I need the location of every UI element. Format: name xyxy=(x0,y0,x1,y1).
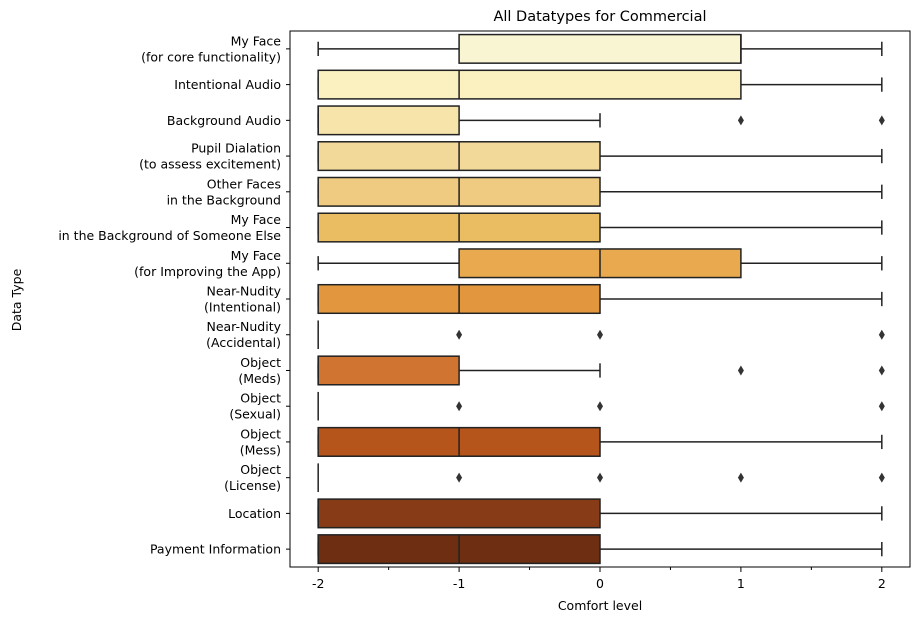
y-tick-label: Object (Meds) xyxy=(238,355,281,386)
box-group-1 xyxy=(317,69,883,100)
box-group-5 xyxy=(317,212,883,243)
y-tick-label: My Face (for core functionality) xyxy=(141,33,281,64)
box-group-3 xyxy=(317,141,883,172)
y-tick-label: Pupil Dialation (to assess excitement) xyxy=(139,141,281,172)
y-tick-label: Object (Mess) xyxy=(240,426,281,457)
y-tick-label-line: Near-Nudity xyxy=(206,284,281,299)
outlier-marker xyxy=(737,365,744,376)
box-iqr xyxy=(317,69,742,100)
outlier-marker xyxy=(456,472,463,483)
y-tick-label: Background Audio xyxy=(167,113,281,128)
y-tick-label-line: in the Background of Someone Else xyxy=(58,228,281,243)
y-tick-label-line: (Mess) xyxy=(240,442,281,457)
y-tick-label-line: Object xyxy=(240,426,281,441)
outlier-marker xyxy=(456,401,463,412)
y-tick-label: Near-Nudity (Accidental) xyxy=(206,319,281,350)
y-tick-label-line: Object xyxy=(240,355,281,370)
box-group-11 xyxy=(317,426,883,457)
x-tick-label: -2 xyxy=(312,576,324,591)
box-group-2 xyxy=(317,105,885,136)
chart-title: All Datatypes for Commercial xyxy=(493,9,706,25)
outlier-marker xyxy=(597,401,603,412)
box-iqr xyxy=(317,498,601,529)
y-tick-label: Location xyxy=(228,506,281,521)
box-iqr xyxy=(458,33,742,64)
box-group-13 xyxy=(317,498,883,529)
y-tick-label-line: (Meds) xyxy=(238,371,281,386)
y-tick-label-line: (to assess excitement) xyxy=(139,157,281,172)
plot-frame xyxy=(289,30,911,568)
y-tick-label: My Face (for Improving the App) xyxy=(134,248,281,279)
y-tick-label-line: Payment Information xyxy=(150,542,281,557)
y-tick-label-line: (License) xyxy=(224,478,281,493)
box-group-8 xyxy=(317,320,885,350)
y-tick-label-line: (Sexual) xyxy=(229,407,281,422)
y-tick-label: My Face in the Background of Someone Else xyxy=(58,212,281,243)
y-tick-label-line: My Face xyxy=(231,248,282,263)
y-tick-label: Object (Sexual) xyxy=(229,391,281,422)
box-group-9 xyxy=(317,355,885,386)
outlier-marker xyxy=(456,329,463,340)
y-tick-label: Object (License) xyxy=(224,462,281,493)
outlier-marker xyxy=(878,472,885,483)
y-tick-label-line: My Face xyxy=(231,212,282,227)
outlier-marker xyxy=(597,329,603,340)
y-tick-label-line: (Accidental) xyxy=(206,335,281,350)
y-tick-label-line: Location xyxy=(228,506,281,521)
box-group-14 xyxy=(317,534,883,565)
y-tick-label-line: Object xyxy=(240,391,281,406)
y-tick-label-line: Near-Nudity xyxy=(206,319,281,334)
y-axis: My Face (for core functionality)Intention… xyxy=(58,33,290,557)
y-tick-label-line: in the Background xyxy=(167,192,281,207)
x-tick-label: 0 xyxy=(596,576,604,591)
y-tick-label-line: (for Improving the App) xyxy=(134,264,281,279)
outlier-marker xyxy=(737,472,744,483)
y-tick-label: Intentional Audio xyxy=(174,77,281,92)
box-group-7 xyxy=(317,283,883,315)
y-tick-label-line: Pupil Dialation xyxy=(191,141,281,156)
y-axis-title: Data Type xyxy=(9,268,24,331)
y-tick-label: Near-Nudity (Intentional) xyxy=(204,284,282,315)
y-tick-label: Other Faces in the Background xyxy=(167,176,281,207)
box-iqr xyxy=(317,105,460,136)
y-tick-label-line: (Intentional) xyxy=(204,300,281,315)
outlier-marker xyxy=(737,115,744,126)
box-group-0 xyxy=(317,33,883,64)
x-axis-title: Comfort level xyxy=(558,598,642,613)
x-tick-label: 2 xyxy=(878,576,886,591)
y-tick-label-line: (for core functionality) xyxy=(141,49,281,64)
outlier-marker xyxy=(878,365,885,376)
box-group-10 xyxy=(317,391,885,421)
x-tick-label: 1 xyxy=(737,576,745,591)
outlier-marker xyxy=(878,115,885,126)
y-tick-label-line: Intentional Audio xyxy=(174,77,281,92)
y-tick-label: Payment Information xyxy=(150,542,281,557)
x-axis: -2 -1 0 1 2 xyxy=(312,567,886,591)
y-tick-label-line: Background Audio xyxy=(167,113,281,128)
y-tick-label-line: Other Faces xyxy=(207,176,281,191)
outlier-marker xyxy=(878,401,885,412)
box-group-12 xyxy=(317,463,885,492)
outlier-marker xyxy=(878,329,885,340)
y-tick-label-line: Object xyxy=(240,462,281,477)
box-group-4 xyxy=(317,176,883,207)
box-group-6 xyxy=(317,248,883,279)
outlier-marker xyxy=(597,472,603,483)
y-tick-label-line: My Face xyxy=(231,33,282,48)
box-iqr xyxy=(317,355,460,386)
boxes-layer xyxy=(317,33,885,565)
x-tick-label: -1 xyxy=(453,576,465,591)
